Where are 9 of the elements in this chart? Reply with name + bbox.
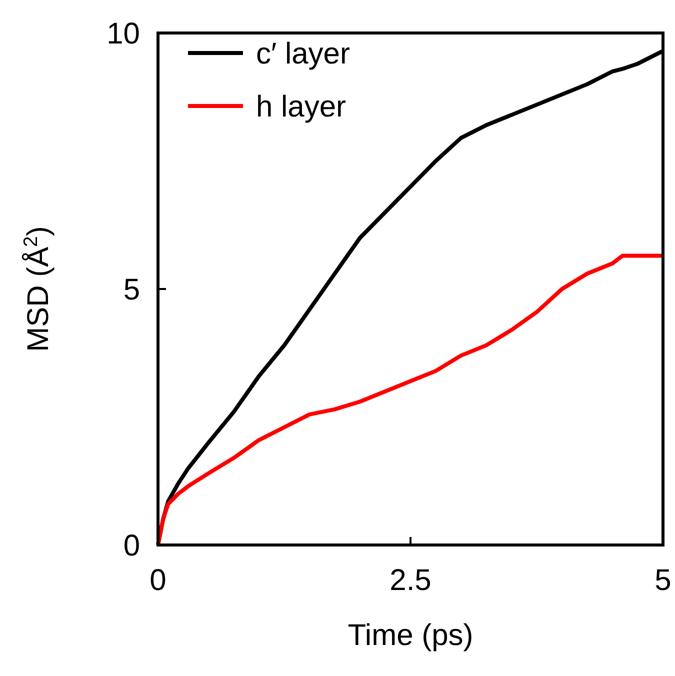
x-tick-label: 5 [654,564,672,597]
y-tick-label: 10 [106,18,140,50]
legend-label: c′ layer [256,38,350,70]
y-tick-label: 5 [123,274,140,306]
x-tick-label: 2.5 [390,564,432,597]
legend-label: h layer [256,90,346,124]
y-tick-label: 0 [123,530,140,562]
x-tick-label: 0 [150,564,166,597]
x-axis-title: Time (ps) [348,619,474,652]
